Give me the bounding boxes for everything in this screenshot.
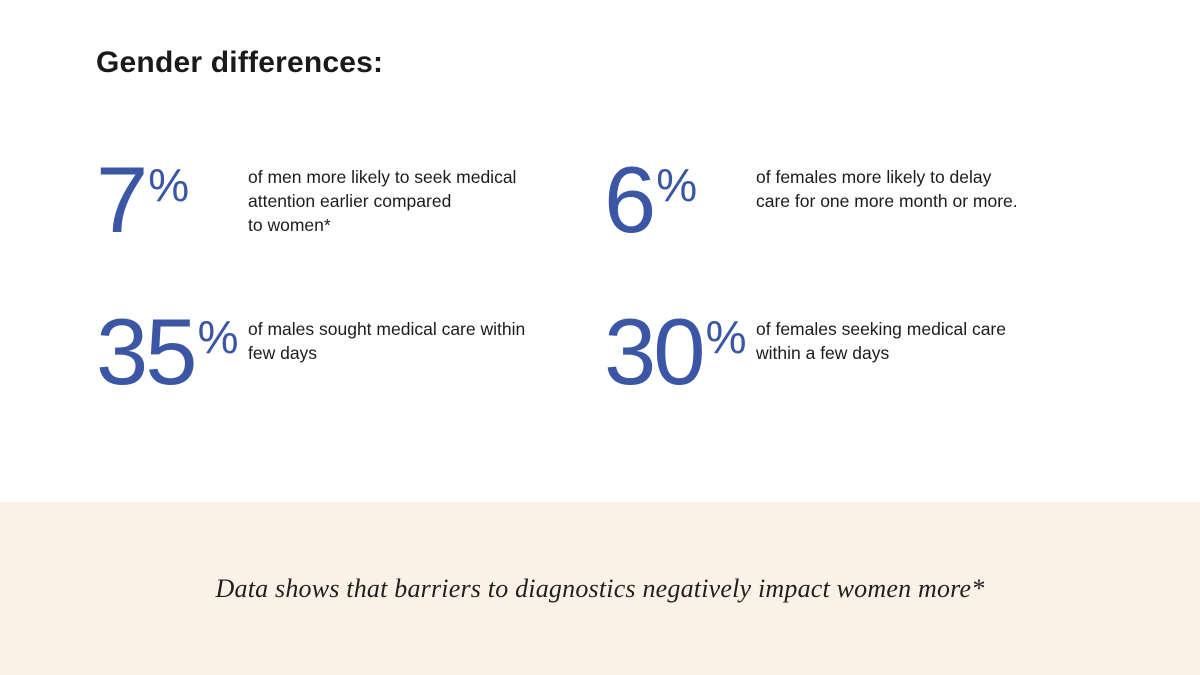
stat-females-delay-care: 6 % of females more likely to delay care… (604, 147, 1018, 252)
stat-males-few-days: 35 % of males sought medical care within… (96, 299, 604, 404)
stat-description: of males sought medical care within few … (248, 319, 526, 363)
stat-description: of females more likely to delay care for… (756, 167, 1018, 211)
stat-value: 7 (96, 147, 148, 252)
percent-sign: % (148, 159, 190, 211)
stat-description: of females seeking medical care within a… (756, 319, 1006, 363)
stat-figure: 35 % (96, 299, 248, 404)
stat-description: of men more likely to seek medical atten… (248, 167, 517, 235)
stat-value: 35 (96, 299, 198, 404)
stats-section: Gender differences: 7 % of men more like… (96, 46, 1018, 404)
stat-figure: 6 % (604, 147, 756, 252)
footnote-band: Data shows that barriers to diagnostics … (0, 502, 1200, 675)
stat-figure: 30 % (604, 299, 756, 404)
percent-sign: % (656, 159, 698, 211)
stat-men-earlier-care: 7 % of men more likely to seek medical a… (96, 147, 604, 252)
page-title: Gender differences: (96, 46, 384, 79)
stats-grid: 7 % of men more likely to seek medical a… (96, 147, 1018, 404)
percent-sign: % (705, 311, 747, 363)
stat-females-few-days: 30 % of females seeking medical care wit… (604, 299, 1018, 404)
footnote-text: Data shows that barriers to diagnostics … (215, 573, 985, 603)
percent-sign: % (197, 311, 239, 363)
stat-value: 6 (604, 147, 656, 252)
stat-figure: 7 % (96, 147, 248, 252)
stat-value: 30 (604, 299, 706, 404)
